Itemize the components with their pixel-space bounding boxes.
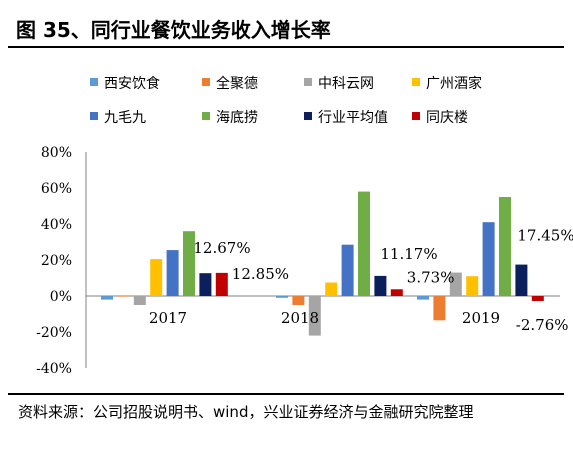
bar-2017-1 [101, 296, 113, 300]
data-label: -2.76% [516, 316, 569, 334]
legend-swatch-7 [304, 112, 312, 120]
legend-swatch-2 [202, 78, 210, 86]
bar-2017-6 [183, 231, 195, 296]
legend-swatch-8 [412, 112, 420, 120]
legend-label-5: 九毛九 [104, 110, 146, 126]
figure-title-bar: 图 35、同行业餐饮业务收入增长率 [8, 4, 564, 48]
bar-2017-3 [133, 296, 146, 305]
bar-2018-1 [276, 296, 288, 298]
source-note: 资料来源：公司招股说明书、wind，兴业证券经济与金融研究院整理 [18, 403, 474, 421]
y-tick-label: 0% [50, 289, 72, 305]
y-tick-label: 20% [41, 253, 72, 269]
legend-swatch-4 [412, 78, 420, 86]
legend-label-2: 全聚德 [216, 75, 258, 92]
bar-2019-5 [482, 222, 495, 296]
y-tick-label: 60% [41, 181, 72, 197]
data-label: 12.67% [193, 239, 250, 257]
bar-2018-6 [358, 191, 370, 296]
legend-swatch-6 [202, 112, 210, 120]
legend-label-8: 同庆楼 [426, 110, 468, 126]
source-divider [8, 393, 564, 395]
bar-2019-6 [499, 197, 511, 296]
legend-swatch-1 [90, 78, 98, 86]
bar-2017-5 [166, 250, 179, 296]
legend-label-7: 行业平均值 [318, 110, 388, 126]
x-tick-label: 2017 [149, 309, 187, 327]
bar-2018-7 [374, 275, 387, 296]
legend-label-1: 西安饮食 [104, 75, 160, 92]
legend-label-6: 海底捞 [216, 110, 258, 126]
bar-2018-4 [325, 282, 338, 296]
y-tick-label: 80% [41, 145, 72, 161]
bar-2017-8 [215, 272, 228, 296]
bar-2018-2 [292, 296, 305, 305]
bar-2019-3 [449, 272, 462, 296]
bar-2019-1 [417, 296, 429, 300]
bar-2018-5 [341, 244, 354, 296]
data-label: 11.17% [380, 245, 437, 263]
legend-swatch-3 [304, 78, 312, 86]
y-tick-label: -40% [36, 361, 72, 377]
bar-2019-4 [466, 276, 479, 296]
data-label: 3.73% [407, 268, 455, 286]
bar-2017-4 [150, 259, 163, 296]
bar-2018-8 [390, 289, 403, 296]
legend-label-4: 广州酒家 [426, 75, 482, 92]
y-tick-label: -20% [36, 325, 72, 341]
data-label: 12.85% [232, 265, 289, 283]
bar-2019-8 [531, 296, 544, 301]
x-tick-label: 2018 [281, 309, 319, 327]
data-label: 17.45% [517, 227, 573, 245]
legend-swatch-5 [90, 112, 98, 120]
figure-title: 图 35、同行业餐饮业务收入增长率 [16, 18, 331, 42]
bar-2019-7 [515, 264, 528, 296]
bar-2019-2 [433, 296, 446, 321]
y-tick-label: 40% [41, 217, 72, 233]
bar-2018-3 [308, 296, 321, 336]
x-tick-label: 2019 [462, 309, 500, 327]
bar-2017-7 [199, 273, 212, 296]
legend-label-3: 中科云网 [318, 76, 374, 92]
bar-2017-2 [117, 296, 130, 297]
